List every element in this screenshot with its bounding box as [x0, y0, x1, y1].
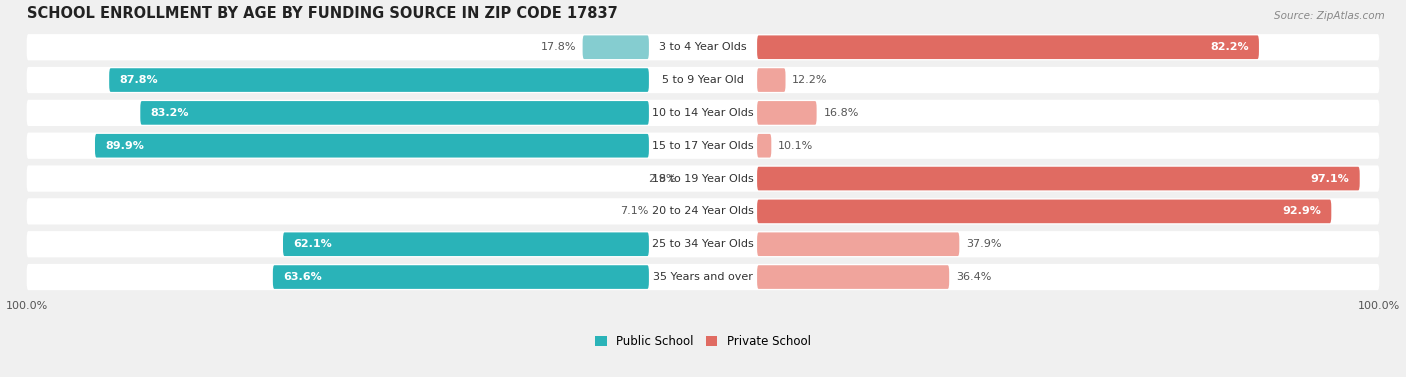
- FancyBboxPatch shape: [27, 264, 1379, 290]
- Text: 20 to 24 Year Olds: 20 to 24 Year Olds: [652, 206, 754, 216]
- Text: SCHOOL ENROLLMENT BY AGE BY FUNDING SOURCE IN ZIP CODE 17837: SCHOOL ENROLLMENT BY AGE BY FUNDING SOUR…: [27, 6, 617, 21]
- FancyBboxPatch shape: [96, 134, 650, 158]
- FancyBboxPatch shape: [756, 101, 817, 125]
- Text: 62.1%: 62.1%: [292, 239, 332, 249]
- Text: 15 to 17 Year Olds: 15 to 17 Year Olds: [652, 141, 754, 151]
- Text: 63.6%: 63.6%: [283, 272, 322, 282]
- Text: 83.2%: 83.2%: [150, 108, 188, 118]
- FancyBboxPatch shape: [756, 134, 772, 158]
- Text: 87.8%: 87.8%: [120, 75, 157, 85]
- FancyBboxPatch shape: [27, 100, 1379, 126]
- FancyBboxPatch shape: [582, 35, 650, 59]
- FancyBboxPatch shape: [756, 68, 786, 92]
- Text: 3 to 4 Year Olds: 3 to 4 Year Olds: [659, 42, 747, 52]
- Text: Source: ZipAtlas.com: Source: ZipAtlas.com: [1274, 11, 1385, 21]
- Text: 82.2%: 82.2%: [1211, 42, 1249, 52]
- Text: 37.9%: 37.9%: [966, 239, 1001, 249]
- FancyBboxPatch shape: [27, 34, 1379, 60]
- Text: 97.1%: 97.1%: [1310, 173, 1350, 184]
- Text: 7.1%: 7.1%: [620, 206, 648, 216]
- Legend: Public School, Private School: Public School, Private School: [591, 330, 815, 352]
- FancyBboxPatch shape: [27, 198, 1379, 225]
- FancyBboxPatch shape: [756, 167, 1360, 190]
- Text: 2.9%: 2.9%: [648, 173, 676, 184]
- Text: 92.9%: 92.9%: [1282, 206, 1322, 216]
- Text: 89.9%: 89.9%: [105, 141, 143, 151]
- FancyBboxPatch shape: [110, 68, 650, 92]
- FancyBboxPatch shape: [756, 265, 949, 289]
- Text: 12.2%: 12.2%: [792, 75, 828, 85]
- Text: 17.8%: 17.8%: [540, 42, 576, 52]
- FancyBboxPatch shape: [141, 101, 650, 125]
- FancyBboxPatch shape: [283, 232, 650, 256]
- FancyBboxPatch shape: [27, 231, 1379, 257]
- FancyBboxPatch shape: [273, 265, 650, 289]
- FancyBboxPatch shape: [756, 35, 1258, 59]
- Text: 10 to 14 Year Olds: 10 to 14 Year Olds: [652, 108, 754, 118]
- Text: 36.4%: 36.4%: [956, 272, 991, 282]
- Text: 5 to 9 Year Old: 5 to 9 Year Old: [662, 75, 744, 85]
- Text: 10.1%: 10.1%: [778, 141, 813, 151]
- Text: 35 Years and over: 35 Years and over: [652, 272, 754, 282]
- FancyBboxPatch shape: [27, 166, 1379, 192]
- Text: 18 to 19 Year Olds: 18 to 19 Year Olds: [652, 173, 754, 184]
- FancyBboxPatch shape: [756, 232, 959, 256]
- Text: 16.8%: 16.8%: [824, 108, 859, 118]
- FancyBboxPatch shape: [27, 133, 1379, 159]
- Text: 25 to 34 Year Olds: 25 to 34 Year Olds: [652, 239, 754, 249]
- FancyBboxPatch shape: [27, 67, 1379, 93]
- FancyBboxPatch shape: [756, 199, 1331, 223]
